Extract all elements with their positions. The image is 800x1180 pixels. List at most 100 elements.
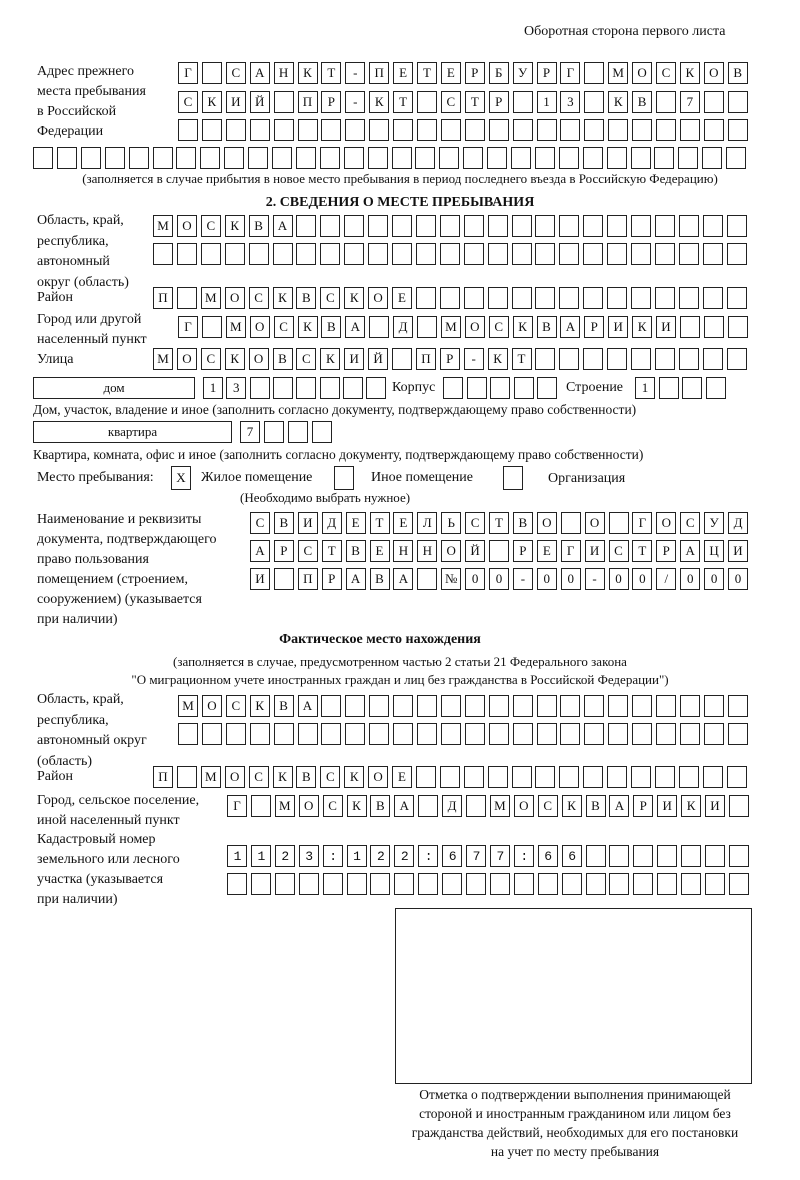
char-cell[interactable]: С [465, 512, 486, 534]
char-cell[interactable] [488, 119, 509, 141]
char-cell[interactable] [442, 845, 463, 867]
char-cell[interactable]: В [296, 766, 317, 788]
char-cell[interactable]: Е [392, 766, 412, 788]
char-cell[interactable] [33, 147, 53, 169]
char-cell[interactable] [607, 243, 628, 265]
char-cell[interactable]: С [273, 316, 294, 338]
char-cell[interactable] [464, 119, 485, 141]
char-cell[interactable]: / [656, 568, 677, 590]
char-cell[interactable] [678, 243, 699, 265]
char-cell[interactable] [511, 766, 532, 788]
char-cell[interactable] [417, 316, 437, 338]
char-cell[interactable] [559, 215, 580, 237]
char-cell[interactable] [369, 695, 390, 717]
char-cell[interactable] [104, 147, 125, 169]
char-cell[interactable]: А [394, 795, 415, 817]
char-cell[interactable]: К [561, 795, 582, 817]
char-cell[interactable]: И [728, 540, 748, 562]
char-cell[interactable] [678, 287, 699, 309]
char-cell[interactable] [272, 377, 293, 399]
char-cell[interactable] [682, 377, 702, 399]
char-cell[interactable] [702, 147, 723, 169]
char-cell[interactable]: М [608, 62, 629, 84]
char-cell[interactable] [631, 348, 651, 370]
char-cell[interactable] [417, 695, 437, 717]
char-cell[interactable] [584, 91, 605, 113]
char-cell[interactable] [607, 287, 628, 309]
char-cell[interactable] [583, 348, 604, 370]
char-cell[interactable] [632, 119, 653, 141]
char-cell[interactable]: И [250, 568, 270, 590]
char-cell[interactable] [224, 243, 245, 265]
char-cell[interactable]: - [463, 348, 484, 370]
char-cell[interactable]: М [440, 316, 461, 338]
char-cell[interactable] [537, 845, 558, 867]
char-cell[interactable] [439, 766, 460, 788]
char-cell[interactable] [176, 287, 197, 309]
char-cell[interactable] [727, 723, 748, 745]
char-cell[interactable] [320, 215, 341, 237]
char-cell[interactable] [227, 873, 247, 895]
char-cell[interactable]: К [201, 91, 222, 113]
char-cell[interactable]: П [297, 91, 318, 113]
char-cell[interactable] [201, 62, 222, 84]
char-cell[interactable]: В [272, 348, 293, 370]
char-cell[interactable] [368, 243, 389, 265]
char-cell[interactable]: Н [417, 540, 438, 562]
char-cell[interactable]: Р [536, 62, 557, 84]
char-cell[interactable]: П [153, 287, 173, 309]
char-cell[interactable]: Р [464, 62, 485, 84]
char-cell[interactable] [415, 287, 436, 309]
char-cell[interactable] [466, 845, 486, 867]
char-cell[interactable] [609, 873, 630, 895]
char-cell[interactable]: К [369, 91, 390, 113]
char-cell[interactable] [511, 215, 532, 237]
char-cell[interactable]: Р [321, 568, 342, 590]
char-cell[interactable] [585, 845, 606, 867]
char-cell[interactable]: У [704, 512, 725, 534]
char-cell[interactable]: В [345, 540, 366, 562]
char-cell[interactable]: В [512, 512, 533, 534]
char-cell[interactable]: А [297, 695, 318, 717]
char-cell[interactable]: О [368, 766, 389, 788]
char-cell[interactable]: И [297, 512, 318, 534]
char-cell[interactable] [176, 243, 197, 265]
char-cell[interactable] [418, 845, 439, 867]
char-cell[interactable]: Д [442, 795, 463, 817]
char-cell[interactable]: О [513, 795, 534, 817]
char-cell[interactable]: К [224, 348, 245, 370]
char-cell[interactable]: М [200, 766, 221, 788]
char-cell[interactable] [608, 512, 629, 534]
char-cell[interactable] [609, 845, 630, 867]
char-cell[interactable] [488, 695, 509, 717]
char-cell[interactable] [128, 147, 149, 169]
char-cell[interactable] [559, 348, 580, 370]
char-cell[interactable]: С [178, 91, 198, 113]
char-cell[interactable] [320, 243, 341, 265]
char-cell[interactable] [678, 215, 699, 237]
char-cell[interactable]: О [176, 215, 197, 237]
char-cell[interactable] [274, 845, 295, 867]
char-cell[interactable]: В [296, 287, 317, 309]
char-cell[interactable] [559, 766, 580, 788]
char-cell[interactable] [702, 243, 723, 265]
char-cell[interactable] [727, 119, 748, 141]
char-cell[interactable]: К [344, 766, 365, 788]
char-cell[interactable]: К [512, 316, 533, 338]
char-cell[interactable] [319, 377, 340, 399]
char-cell[interactable]: Л [417, 512, 438, 534]
char-cell[interactable] [273, 723, 294, 745]
char-cell[interactable] [200, 147, 221, 169]
char-cell[interactable] [631, 215, 651, 237]
char-cell[interactable] [394, 873, 415, 895]
char-cell[interactable]: 0 [489, 568, 509, 590]
char-cell[interactable] [678, 766, 699, 788]
char-cell[interactable] [298, 873, 319, 895]
char-cell[interactable]: М [274, 795, 295, 817]
char-cell[interactable] [321, 695, 342, 717]
char-cell[interactable] [489, 873, 510, 895]
char-cell[interactable] [440, 695, 461, 717]
char-cell[interactable]: О [536, 512, 557, 534]
char-cell[interactable] [296, 243, 317, 265]
char-cell[interactable]: Д [393, 316, 414, 338]
